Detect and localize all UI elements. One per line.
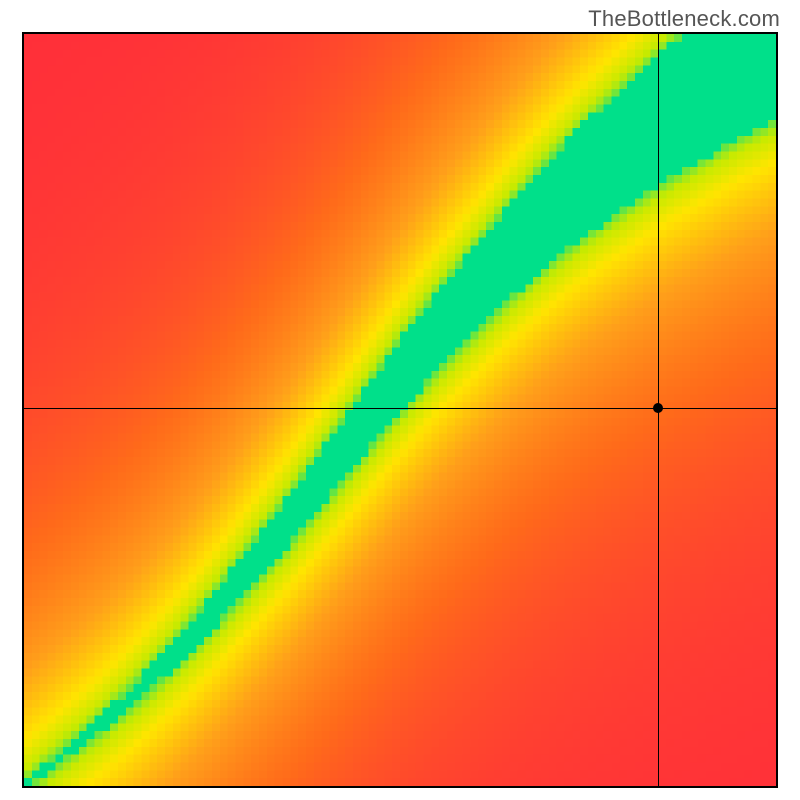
- crosshair-marker: [653, 403, 663, 413]
- chart-container: TheBottleneck.com: [0, 0, 800, 800]
- watermark-text: TheBottleneck.com: [588, 6, 780, 32]
- crosshair-horizontal: [24, 408, 776, 409]
- heatmap-canvas: [24, 34, 776, 786]
- plot-frame: [22, 32, 778, 788]
